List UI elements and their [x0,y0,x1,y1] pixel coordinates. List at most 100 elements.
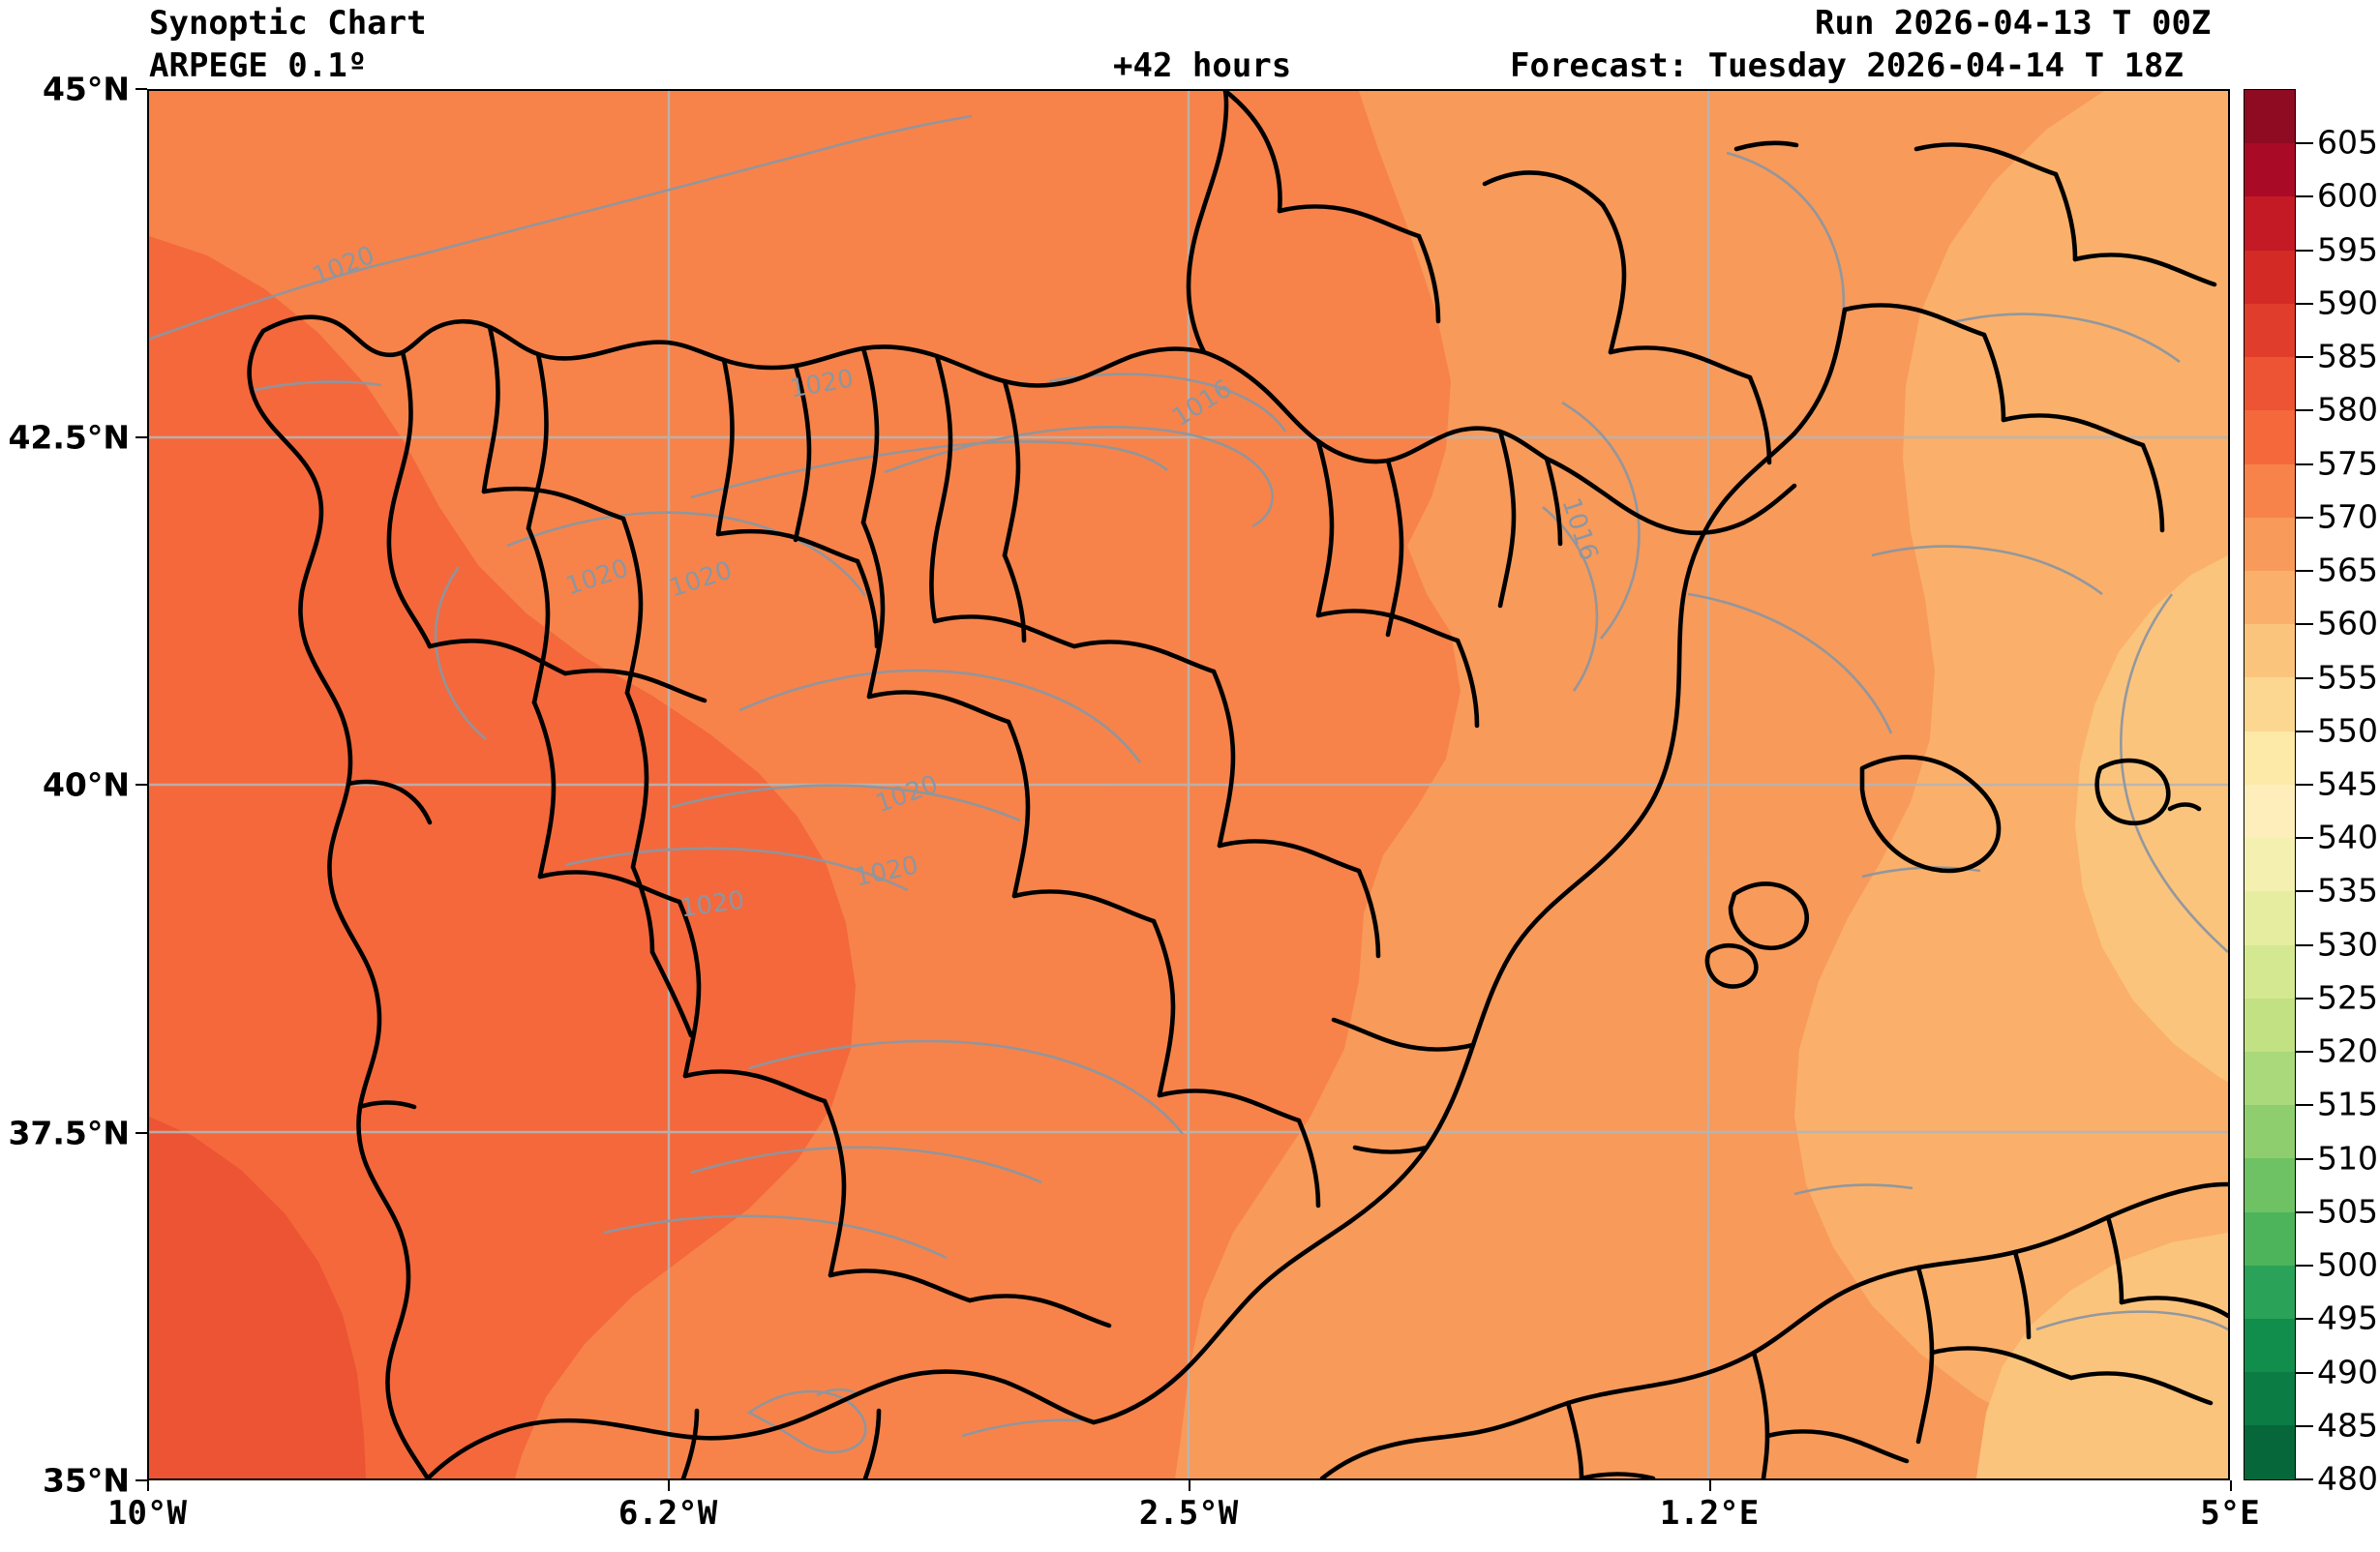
run-timestamp-label: Run 2026-04-13 T 00Z [1815,4,2212,43]
colorbar-tick-mark [2296,1424,2313,1427]
colorbar-segment [2244,1158,2295,1212]
longitude-tick-label: 2.5°W [1138,1494,1239,1533]
chart-header: Synoptic Chart ARPEGE 0.1º +42 hours Run… [0,0,2380,93]
colorbar-tick-mark [2296,1478,2313,1480]
colorbar-tick-mark [2296,890,2313,893]
colorbar-tick-mark [2296,676,2313,679]
colorbar-tick-mark [2296,195,2313,198]
longitude-tick-label: 10°W [107,1494,187,1533]
colorbar-segment [2244,1425,2295,1479]
colorbar-tick-mark [2296,302,2313,305]
colorbar-segment [2244,731,2295,785]
colorbar-segment [2244,570,2295,625]
colorbar-tick-mark [2296,730,2313,732]
colorbar-segment [2244,250,2295,304]
colorbar-segment [2244,517,2295,571]
map-plot-area[interactable] [147,89,2230,1480]
latitude-tick-mark [136,1479,147,1481]
colorbar-tick-mark [2296,1157,2313,1160]
colorbar-tick-label: 510 [2317,1139,2378,1178]
fill-band-580 [149,236,856,1478]
longitude-tick-label: 5°E [2200,1494,2260,1533]
colorbar-tick-mark [2296,570,2313,573]
model-label: ARPEGE 0.1º [149,46,368,85]
colorbar-segment [2244,90,2295,144]
colorbar-tick-mark [2296,1371,2313,1374]
colorbar-segment [2244,891,2295,945]
colorbar-tick-mark [2296,356,2313,359]
colorbar-segment [2244,1211,2295,1266]
colorbar-tick-label: 525 [2317,978,2378,1017]
fill-band-585 [149,1117,366,1478]
colorbar-tick-label: 480 [2317,1459,2378,1498]
colorbar-tick-label: 580 [2317,390,2378,429]
colorbar-segment [2244,1265,2295,1320]
colorbar-tick-label: 520 [2317,1031,2378,1070]
colorbar-tick-mark [2296,249,2313,252]
latitude-tick-label: 37.5°N [8,1114,130,1151]
colorbar-tick-label: 535 [2317,871,2378,910]
latitude-tick-mark [136,1131,147,1134]
colorbar-segment [2244,357,2295,411]
colorbar-tick-label: 545 [2317,764,2378,803]
colorbar-segment [2244,944,2295,999]
colorbar-tick-label: 550 [2317,711,2378,750]
colorbar-tick-label: 490 [2317,1353,2378,1391]
colorbar-segment [2244,1051,2295,1106]
colorbar-tick-mark [2296,463,2313,465]
colorbar-segment [2244,998,2295,1052]
colorbar-tick-mark [2296,837,2313,840]
colorbar-tick-mark [2296,997,2313,1000]
colorbar-segment [2244,410,2295,464]
synoptic-map [149,91,2228,1478]
colorbar-tick-label: 585 [2317,337,2378,375]
country-and-region-borders [247,91,2228,1478]
colorbar-tick-label: 530 [2317,925,2378,964]
colorbar-tick-mark [2296,1104,2313,1107]
colorbar-tick-label: 575 [2317,444,2378,483]
colorbar-tick-label: 600 [2317,176,2378,215]
colorbar-segment [2244,143,2295,197]
latitude-tick-label: 42.5°N [8,418,130,456]
colorbar-tick-label: 500 [2317,1245,2378,1284]
longitude-tick-mark [2230,1480,2232,1491]
longitude-tick-mark [1709,1480,1711,1491]
colorbar-segment [2244,196,2295,251]
colorbar-tick-mark [2296,1210,2313,1213]
colorbar-segment [2244,303,2295,358]
colorbar-tick-label: 485 [2317,1406,2378,1445]
colorbar-tick-label: 605 [2317,123,2378,162]
colorbar-tick-label: 560 [2317,604,2378,642]
colorbar-segment [2244,1105,2295,1159]
colorbar-tick-label: 590 [2317,284,2378,322]
colorbar-tick-mark [2296,516,2313,519]
latitude-tick-mark [136,88,147,90]
isobar-contours [149,114,2228,1454]
colorbar-tick-label: 595 [2317,230,2378,269]
page-title: Synoptic Chart [149,4,427,43]
colorbar-tick-mark [2296,784,2313,786]
latitude-tick-label: 35°N [42,1461,130,1500]
colorbar-segment [2244,463,2295,518]
colorbar[interactable] [2244,89,2296,1480]
colorbar-ticks: 605 600 595 590 585 580 575 570 565 560 555 550 545 5… [2296,89,2380,1498]
colorbar-tick-label: 565 [2317,551,2378,589]
latitude-tick-label: 40°N [42,765,130,804]
longitude-tick-mark [668,1480,670,1491]
colorbar-segment [2244,1372,2295,1426]
longitude-tick-mark [147,1480,149,1491]
forecast-valid-label: Forecast: Tuesday 2026-04-14 T 18Z [1510,46,2184,85]
colorbar-tick-mark [2296,943,2313,946]
latitude-tick-mark [136,784,147,786]
longitude-tick-mark [1189,1480,1190,1491]
colorbar-tick-mark [2296,623,2313,626]
colorbar-tick-label: 495 [2317,1298,2378,1337]
colorbar-tick-label: 505 [2317,1192,2378,1231]
colorbar-tick-mark [2296,142,2313,145]
colorbar-tick-mark [2296,1051,2313,1054]
colorbar-tick-label: 515 [2317,1085,2378,1123]
colorbar-segment [2244,784,2295,839]
longitude-tick-label: 1.2°E [1659,1494,1760,1533]
colorbar-segment [2244,677,2295,731]
colorbar-tick-mark [2296,1265,2313,1268]
